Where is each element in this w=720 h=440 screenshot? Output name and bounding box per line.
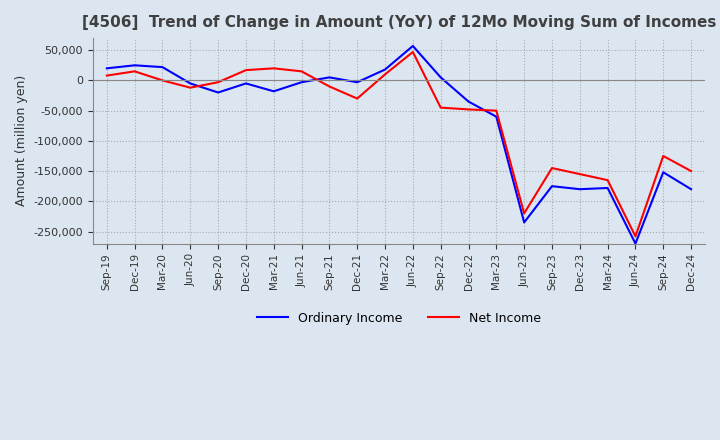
Ordinary Income xyxy=(631,241,640,246)
Net Income xyxy=(130,69,139,74)
Ordinary Income xyxy=(242,81,251,86)
Net Income xyxy=(520,211,528,216)
Ordinary Income xyxy=(492,114,500,119)
Net Income xyxy=(436,105,445,110)
Ordinary Income xyxy=(548,183,557,189)
Net Income xyxy=(492,108,500,113)
Net Income xyxy=(186,85,194,90)
Ordinary Income xyxy=(158,65,167,70)
Line: Ordinary Income: Ordinary Income xyxy=(107,46,691,244)
Ordinary Income xyxy=(102,66,111,71)
Net Income xyxy=(325,84,333,89)
Line: Net Income: Net Income xyxy=(107,52,691,236)
Net Income xyxy=(242,67,251,73)
Net Income xyxy=(158,78,167,83)
Net Income xyxy=(631,234,640,239)
Y-axis label: Amount (million yen): Amount (million yen) xyxy=(15,75,28,206)
Net Income xyxy=(214,80,222,85)
Legend: Ordinary Income, Net Income: Ordinary Income, Net Income xyxy=(252,307,546,330)
Ordinary Income xyxy=(381,67,390,72)
Net Income xyxy=(659,153,667,158)
Ordinary Income xyxy=(186,81,194,86)
Ordinary Income xyxy=(130,62,139,68)
Ordinary Income xyxy=(297,80,306,85)
Title: [4506]  Trend of Change in Amount (YoY) of 12Mo Moving Sum of Incomes: [4506] Trend of Change in Amount (YoY) o… xyxy=(82,15,716,30)
Net Income xyxy=(381,72,390,77)
Net Income xyxy=(102,73,111,78)
Ordinary Income xyxy=(464,99,473,104)
Net Income xyxy=(687,169,696,174)
Ordinary Income xyxy=(408,43,417,48)
Net Income xyxy=(297,69,306,74)
Net Income xyxy=(353,96,361,101)
Ordinary Income xyxy=(659,170,667,175)
Net Income xyxy=(464,107,473,112)
Ordinary Income xyxy=(269,88,278,94)
Net Income xyxy=(269,66,278,71)
Ordinary Income xyxy=(520,220,528,225)
Ordinary Income xyxy=(214,90,222,95)
Ordinary Income xyxy=(436,75,445,80)
Net Income xyxy=(548,165,557,171)
Ordinary Income xyxy=(353,80,361,85)
Net Income xyxy=(575,172,584,177)
Ordinary Income xyxy=(325,75,333,80)
Net Income xyxy=(603,177,612,183)
Ordinary Income xyxy=(687,187,696,192)
Ordinary Income xyxy=(603,185,612,191)
Net Income xyxy=(408,49,417,55)
Ordinary Income xyxy=(575,187,584,192)
